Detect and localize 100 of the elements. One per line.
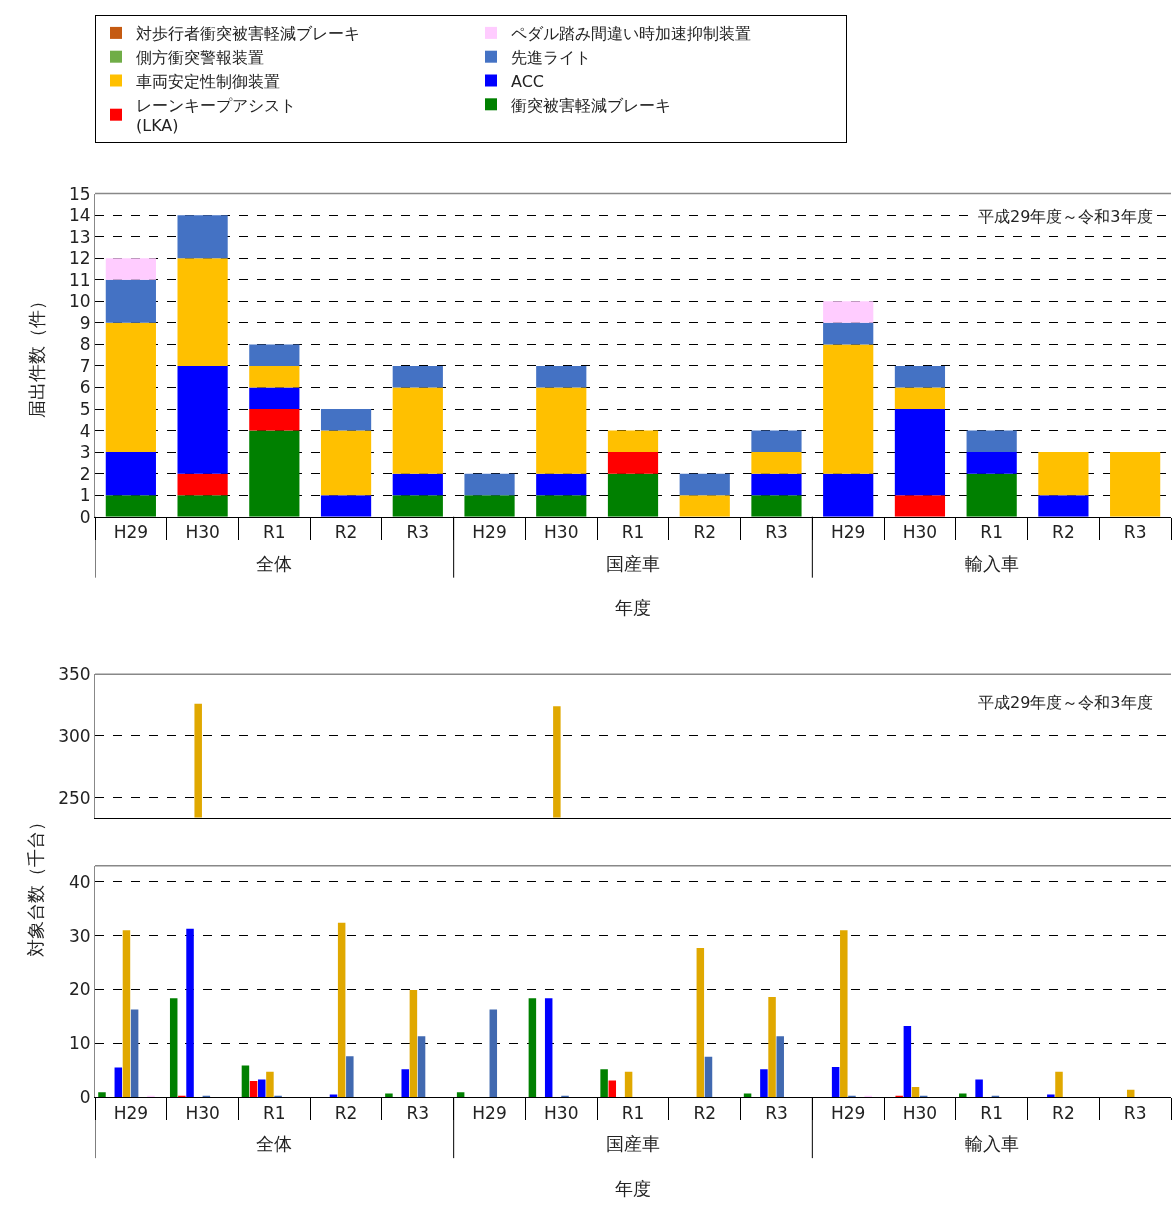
x-tick-label: R1 [263, 522, 286, 543]
bar [105, 322, 156, 453]
bar [624, 1071, 633, 1098]
y-tick-label: 10 [68, 291, 91, 312]
bar [823, 344, 874, 474]
bar [105, 452, 156, 496]
bar [607, 430, 659, 453]
bar [823, 322, 874, 345]
bar [911, 1086, 920, 1098]
bar [536, 473, 587, 496]
x-axis-title: 年度 [615, 1177, 651, 1199]
text: 国産車 [606, 1133, 660, 1154]
x-tick-label: R1 [980, 522, 1003, 543]
bar [489, 1009, 498, 1098]
bar [894, 365, 946, 388]
bar [528, 998, 537, 1098]
x-tick-label: R3 [1123, 1102, 1147, 1123]
bar [894, 495, 946, 517]
x-tick-label: H30 [185, 522, 220, 543]
bar [544, 998, 553, 1098]
annotation: 平成29年度～令和3年度 [978, 207, 1153, 226]
bar [401, 1069, 409, 1098]
legend-label: ペダル踏み間違い時加速抑制装置 [511, 24, 751, 44]
bar [776, 1036, 784, 1098]
x-tick-label: H30 [902, 522, 938, 543]
x-tick-label: H29 [830, 522, 866, 543]
bar [1038, 452, 1089, 496]
x-tick-label: H30 [544, 522, 579, 543]
bar [831, 1067, 840, 1098]
x-axis-title: 年度 [615, 597, 651, 619]
bar [751, 452, 802, 474]
bar [249, 430, 300, 517]
bar [1038, 495, 1089, 517]
bar [177, 495, 228, 517]
bar [704, 1056, 713, 1098]
bar [409, 990, 418, 1098]
y-tick-label: 250 [58, 787, 91, 808]
bar [903, 1026, 912, 1098]
bar [249, 344, 300, 366]
bar [249, 1081, 258, 1098]
y-tick-label: 300 [58, 725, 91, 746]
bar [768, 997, 776, 1098]
bar [392, 473, 443, 496]
y-tick-label: 9 [79, 312, 91, 333]
bar [894, 387, 946, 410]
bar [751, 473, 802, 496]
bar [959, 1093, 967, 1098]
bar [751, 495, 802, 517]
bar [266, 1071, 274, 1098]
bar [329, 1094, 338, 1098]
bar [105, 279, 156, 323]
bar [536, 365, 587, 388]
x-tick-label: H29 [472, 1102, 507, 1123]
y-tick-label: 4 [79, 420, 91, 441]
x-tick-label: R2 [1052, 522, 1075, 543]
x-tick-label: R2 [693, 522, 717, 543]
bar [975, 1079, 983, 1098]
x-tick-label: H29 [113, 522, 149, 543]
x-tick-label: R3 [406, 1102, 430, 1123]
y-tick-label: 11 [68, 269, 91, 290]
text: 全体 [256, 1133, 292, 1154]
bar [177, 215, 228, 259]
bar [258, 1079, 266, 1098]
text: 輸入車 [965, 553, 1019, 574]
bar [249, 387, 300, 410]
y-tick-label: 6 [79, 377, 91, 398]
bar [894, 409, 946, 496]
bar [130, 1009, 139, 1098]
bar [464, 495, 515, 517]
bar [607, 452, 659, 474]
bar [346, 1056, 354, 1098]
y-axis-title: 届出件数（件） [25, 291, 47, 418]
y-tick-label: 14 [68, 205, 91, 226]
bar [1055, 1071, 1063, 1098]
legend-label: ACC [511, 71, 545, 91]
x-tick-label: R3 [1123, 522, 1147, 543]
x-tick-label: R2 [334, 1102, 358, 1123]
bar [966, 430, 1017, 453]
y-tick-label: 3 [79, 442, 91, 463]
y-tick-label: 5 [79, 398, 91, 419]
bar [177, 258, 228, 366]
bar [823, 301, 874, 323]
x-tick-label: R1 [263, 1102, 286, 1123]
bar [105, 495, 156, 517]
legend-label: 車両安定性制御装置 [136, 71, 280, 91]
bar [392, 495, 443, 517]
y-tick-label: 0 [79, 1087, 91, 1108]
bar [608, 1080, 617, 1098]
x-tick-label: R2 [1052, 1102, 1075, 1123]
x-tick-label: R3 [765, 1102, 788, 1123]
legend-label: 対歩行者衝突被害軽減ブレーキ [136, 24, 360, 44]
bar [536, 387, 587, 474]
legend-label: 衝突被害軽減ブレーキ [511, 95, 671, 115]
bar [600, 1069, 608, 1098]
x-tick-label: R2 [693, 1102, 717, 1123]
y-tick-label: 1 [79, 485, 91, 506]
bar [464, 473, 515, 496]
legend-label: 側方衝突警報装置 [136, 47, 264, 67]
legend-label: レーンキープアシスト (LKA) [136, 95, 296, 136]
bar [966, 473, 1017, 517]
